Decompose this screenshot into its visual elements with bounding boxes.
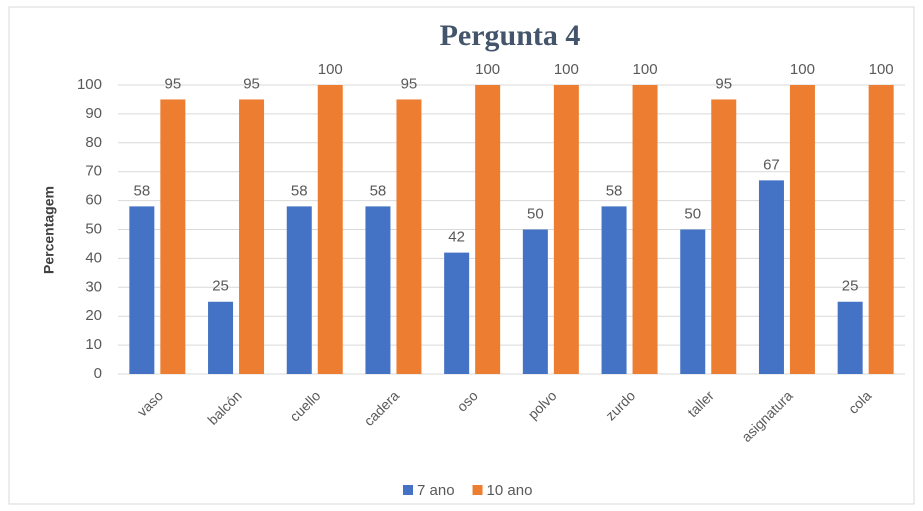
data-label: 67 (763, 156, 780, 173)
bar (239, 99, 265, 374)
legend-label: 7 ano (417, 482, 455, 499)
data-label: 95 (165, 75, 182, 92)
legend-label: 10 ano (487, 482, 533, 499)
data-label: 100 (554, 61, 579, 78)
data-label: 58 (370, 182, 387, 199)
bar (129, 206, 155, 374)
bar (632, 85, 658, 374)
legend-swatch (472, 485, 483, 495)
bar (868, 85, 894, 374)
bar (601, 206, 627, 374)
bar (711, 99, 737, 374)
bar (444, 252, 470, 374)
legend-swatch (403, 485, 413, 495)
data-label: 50 (527, 205, 544, 222)
data-label: 100 (869, 61, 894, 78)
bar (317, 85, 343, 374)
data-label: 25 (842, 278, 859, 295)
data-label: 100 (318, 61, 343, 78)
y-tick-label: 100 (77, 76, 102, 93)
y-tick-label: 50 (85, 220, 102, 237)
data-label: 50 (684, 205, 701, 222)
y-axis-label: Percentagem (41, 186, 57, 274)
y-tick-label: 70 (85, 163, 102, 180)
bar (396, 99, 422, 374)
chart-title: Pergunta 4 (440, 19, 581, 52)
y-tick-label: 0 (94, 365, 102, 382)
data-label: 95 (715, 75, 732, 92)
data-label: 58 (134, 182, 151, 199)
bar (789, 85, 815, 374)
bar (365, 206, 391, 374)
y-tick-label: 80 (85, 134, 102, 151)
data-label: 58 (606, 182, 623, 199)
bar (160, 99, 186, 374)
bar (475, 85, 501, 374)
y-tick-label: 30 (85, 278, 102, 295)
y-tick-label: 10 (85, 336, 102, 353)
data-label: 100 (790, 61, 815, 78)
bar (680, 229, 706, 374)
y-tick-label: 20 (85, 307, 102, 324)
y-tick-label: 40 (85, 249, 102, 266)
data-label: 25 (212, 278, 229, 295)
bar (758, 180, 784, 374)
bar (208, 301, 234, 374)
data-label: 100 (475, 61, 500, 78)
data-label: 95 (243, 75, 260, 92)
y-tick-label: 90 (85, 105, 102, 122)
bar (837, 301, 863, 374)
data-label: 42 (448, 229, 465, 246)
data-label: 95 (401, 75, 418, 92)
bar (522, 229, 548, 374)
y-tick-label: 60 (85, 192, 102, 209)
data-label: 58 (291, 182, 308, 199)
data-label: 100 (633, 61, 658, 78)
bar (553, 85, 579, 374)
bar (286, 206, 312, 374)
